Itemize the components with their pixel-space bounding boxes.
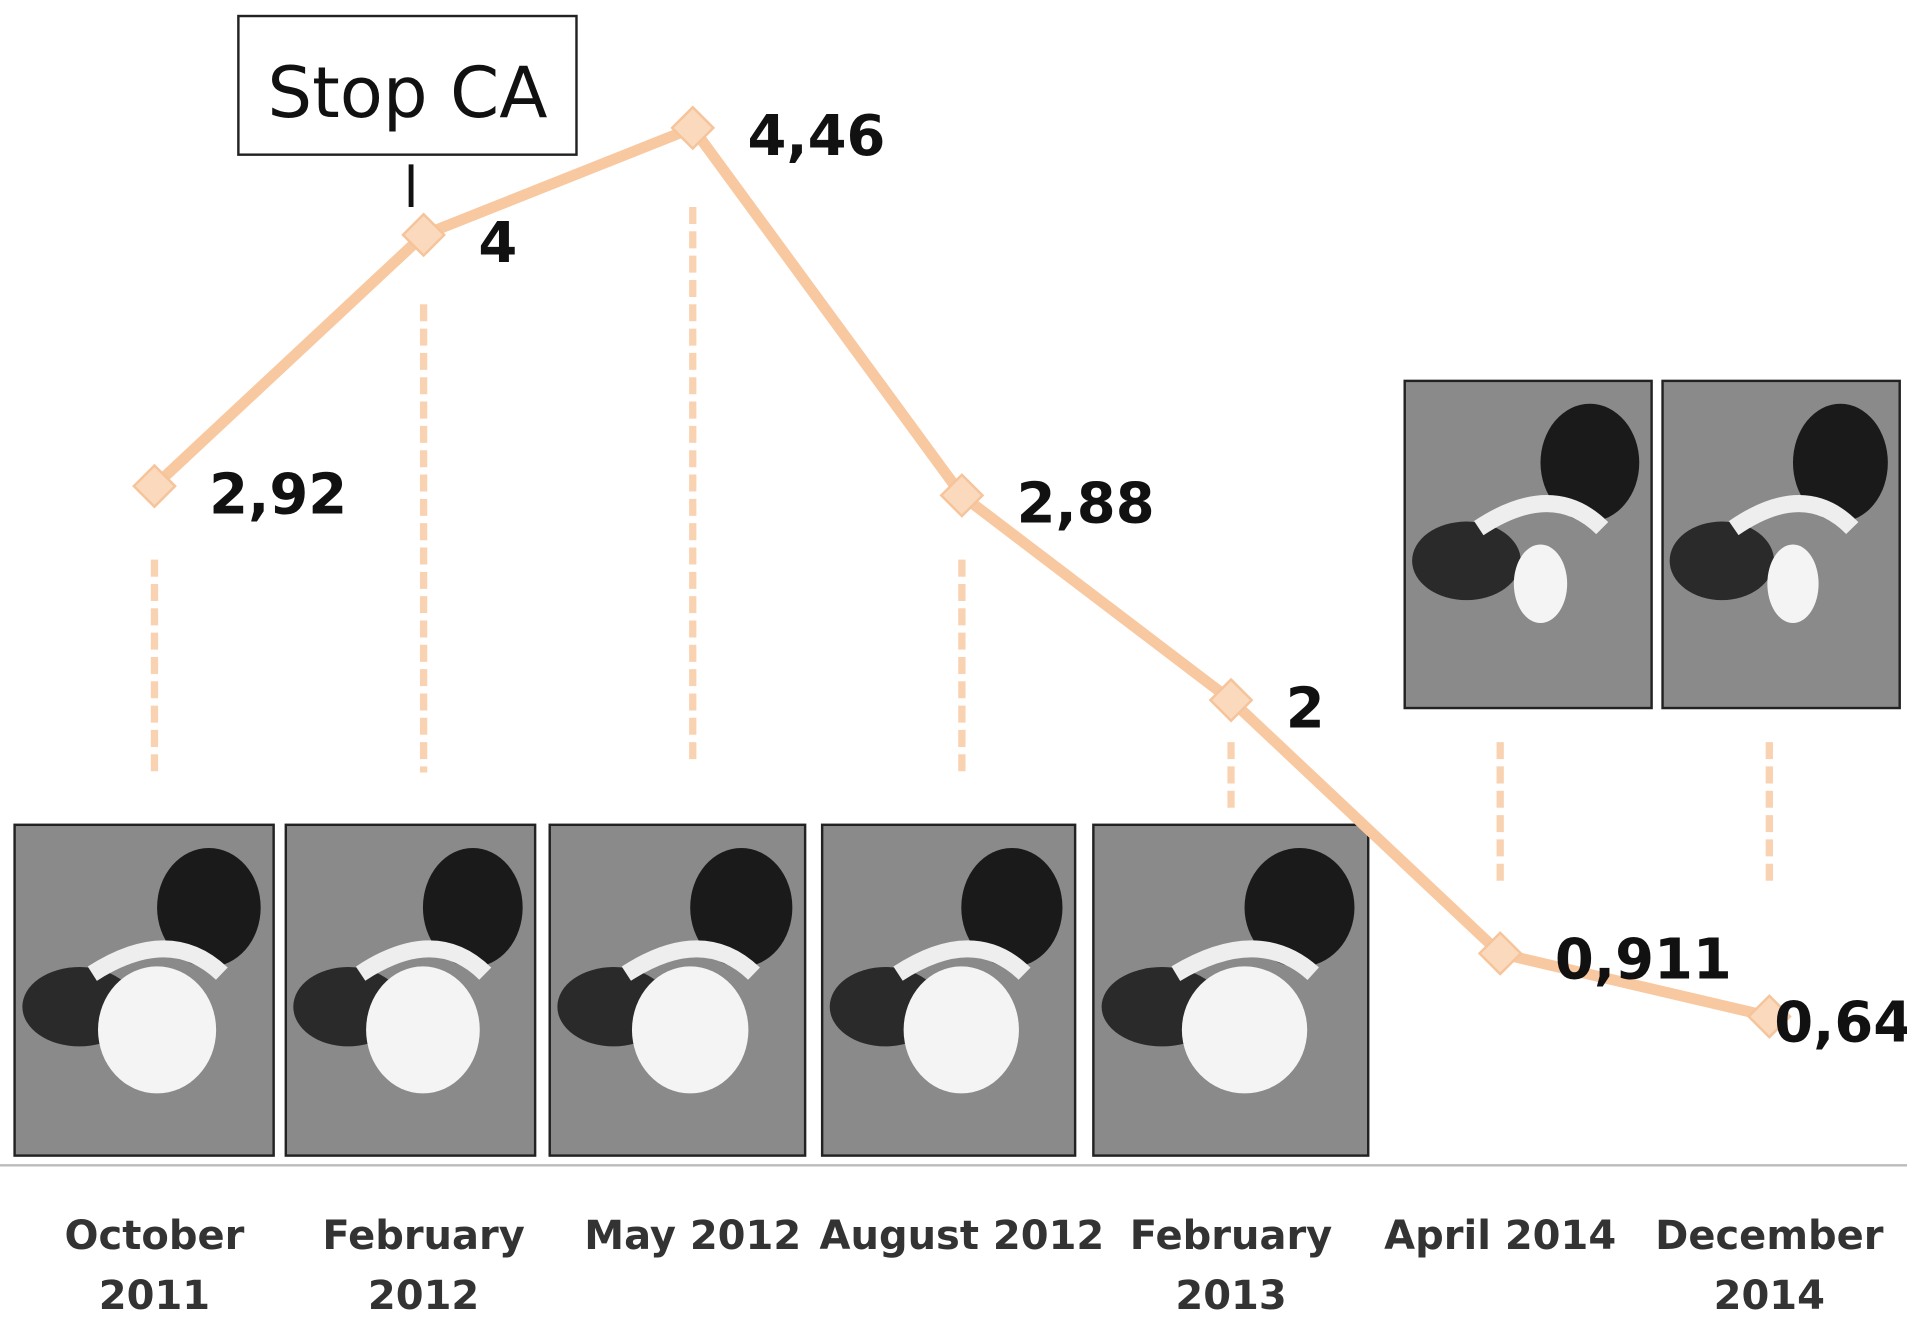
scan-bright xyxy=(1182,966,1307,1093)
x-tick-label: April 2014 xyxy=(1350,1206,1650,1266)
annotation: Stop CA xyxy=(267,52,547,134)
x-tick-label: August 2012 xyxy=(812,1206,1112,1266)
value-label: 2 xyxy=(1286,676,1325,741)
page: Stop CA 2,92 4 4,46 2,88 2 0,911 0,64 October … xyxy=(0,0,1907,1320)
scan-bright xyxy=(632,966,748,1093)
scan-dark xyxy=(1412,522,1521,601)
x-tick-label: February 2012 xyxy=(274,1206,574,1320)
value-label: 0,64 xyxy=(1774,990,1907,1055)
value-label: 4 xyxy=(478,211,517,276)
scan-bright xyxy=(1514,544,1567,623)
scan-bright xyxy=(1767,544,1818,623)
x-tick-label: May 2012 xyxy=(543,1206,843,1266)
scan-bright xyxy=(98,966,216,1093)
value-label: 2,88 xyxy=(1017,472,1155,537)
x-tick-label: February 2013 xyxy=(1081,1206,1381,1320)
scan-bright xyxy=(366,966,480,1093)
chart: Stop CA 2,92 4 4,46 2,88 2 0,911 0,64 xyxy=(0,0,1907,1320)
value-label: 0,911 xyxy=(1555,927,1732,992)
scan-bright xyxy=(904,966,1019,1093)
value-label: 4,46 xyxy=(747,104,885,169)
scan-dark xyxy=(1670,522,1774,601)
value-label: 2,92 xyxy=(209,462,347,527)
x-tick-label: December 2014 xyxy=(1619,1206,1907,1320)
x-tick-label: October 2011 xyxy=(4,1206,304,1320)
